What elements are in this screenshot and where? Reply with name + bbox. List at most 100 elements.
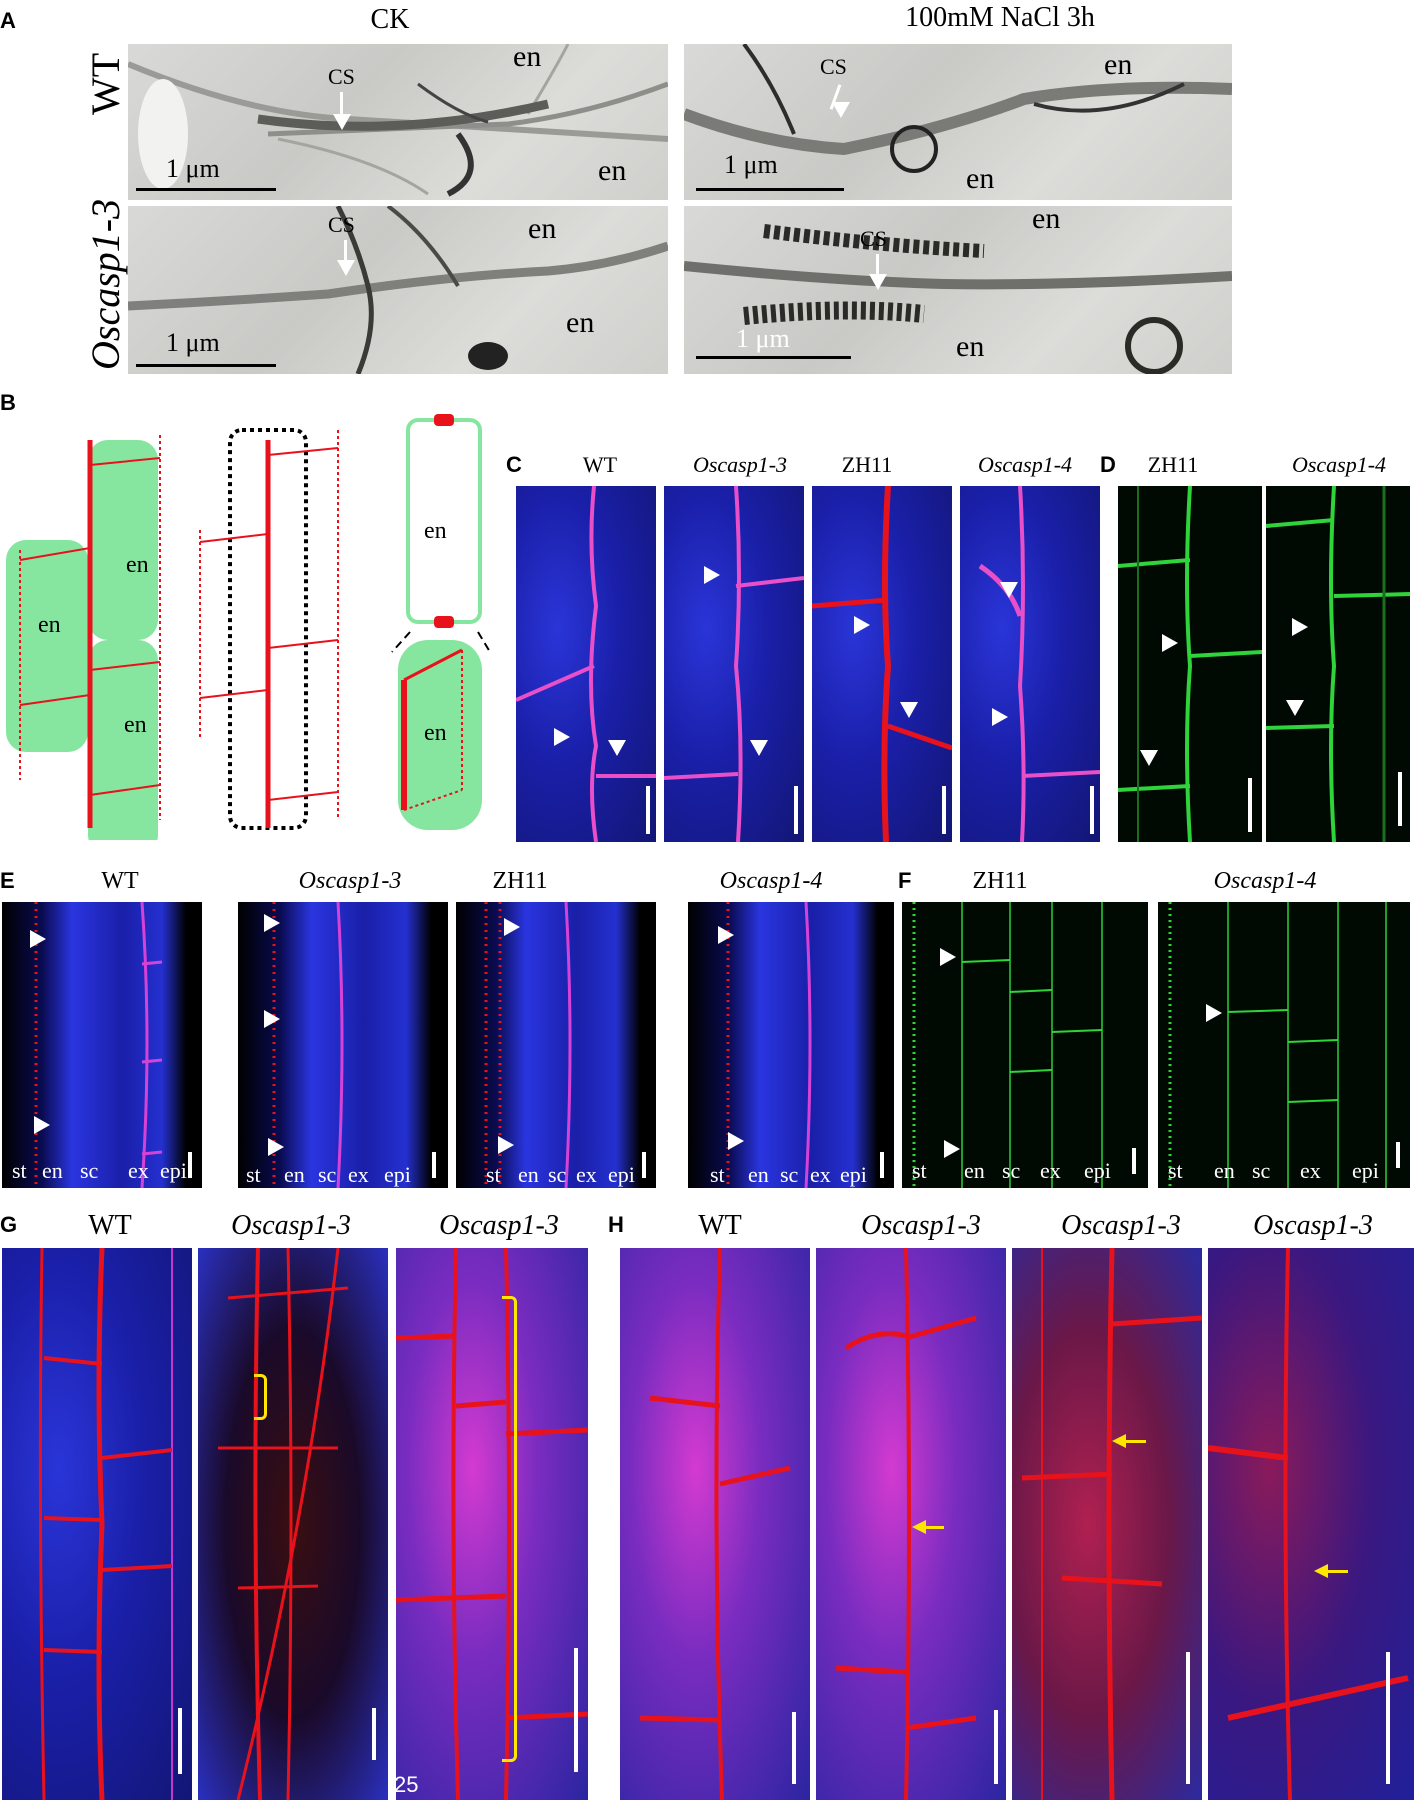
tissue-sc: sc <box>1002 1158 1021 1183</box>
cs-arrow <box>340 92 343 120</box>
tissue-st: st <box>1168 1158 1183 1183</box>
header-g-oscasp1-3: Oscasp1-3 <box>231 1210 351 1241</box>
image-g-oscasp1-3b <box>396 1248 588 1800</box>
image-c-oscasp1-4 <box>960 486 1100 842</box>
tissue-en: en <box>748 1162 769 1187</box>
image-c-oscasp1-3 <box>664 486 804 842</box>
header-h-oscasp1-3b: Oscasp1-3 <box>1061 1210 1181 1241</box>
panel-label-e: E <box>0 868 15 893</box>
panel-label-c: C <box>506 452 522 477</box>
image-e-oscasp1-4 <box>688 902 894 1188</box>
cs-arrow <box>344 240 347 264</box>
scale-bar <box>136 364 276 367</box>
en-label: en <box>566 306 595 339</box>
tissue-epi: epi <box>1084 1158 1111 1183</box>
tissue-epi: epi <box>840 1162 867 1187</box>
tissue-ex: ex <box>1040 1158 1061 1183</box>
image-f-zh11 <box>902 902 1148 1188</box>
scale-label: 1 μm <box>724 150 778 179</box>
header-e-zh11: ZH11 <box>492 868 548 894</box>
image-f-oscasp1-4 <box>1158 902 1410 1188</box>
image-g-wt <box>2 1248 192 1800</box>
scale-bar <box>136 188 276 191</box>
header-g-oscasp1-3b: Oscasp1-3 <box>439 1210 559 1241</box>
image-h-oscasp1-3 <box>816 1248 1006 1800</box>
tissue-st: st <box>710 1162 725 1187</box>
header-e-wt: WT <box>101 868 139 894</box>
tissue-st: st <box>486 1162 501 1187</box>
row-label-wt: WT <box>83 52 128 115</box>
scale-bar <box>696 188 844 191</box>
header-f-oscasp1-4: Oscasp1-4 <box>1213 868 1317 894</box>
panel-label-g: G <box>0 1212 18 1237</box>
tissue-ex: ex <box>348 1162 369 1187</box>
en-label: en <box>1104 48 1133 81</box>
cs-label: CS <box>328 212 355 237</box>
tissue-en: en <box>284 1162 305 1187</box>
image-c-wt <box>516 486 656 842</box>
tissue-ex: ex <box>576 1162 597 1187</box>
tissue-st: st <box>246 1162 261 1187</box>
tissue-epi: epi <box>608 1162 635 1187</box>
panel-label-b: B <box>0 390 16 415</box>
image-g-oscasp1-3 <box>198 1248 388 1800</box>
stray-label: 25 <box>394 1772 419 1797</box>
tissue-en: en <box>1214 1158 1235 1183</box>
header-g-wt: WT <box>88 1210 132 1241</box>
image-c-zh11 <box>812 486 952 842</box>
header-h-wt: WT <box>698 1210 742 1241</box>
en-label: en <box>1032 206 1061 235</box>
tissue-sc: sc <box>80 1158 99 1183</box>
tem-mut-ck: CS en en 1 μm <box>128 206 668 374</box>
header-e-oscasp1-3: Oscasp1-3 <box>298 868 402 894</box>
header-d-zh11: ZH11 <box>1147 452 1199 477</box>
image-d-zh11 <box>1118 486 1262 842</box>
casparian-strip-diagram <box>6 414 491 840</box>
scale-label: 1 μm <box>736 324 790 353</box>
en-label: en <box>513 44 542 73</box>
cs-arrow <box>876 254 879 278</box>
tissue-en: en <box>964 1158 985 1183</box>
tissue-st: st <box>912 1158 927 1183</box>
image-e-oscasp1-3 <box>238 902 448 1188</box>
en-label: en <box>598 154 627 187</box>
panel-label-f: F <box>898 868 912 893</box>
tissue-epi: epi <box>160 1158 187 1183</box>
header-h-oscasp1-3: Oscasp1-3 <box>861 1210 981 1241</box>
tissue-en: en <box>518 1162 539 1187</box>
tem-wt-ck: CS en en 1 μm <box>128 44 668 200</box>
image-h-wt <box>620 1248 810 1800</box>
header-ck: CK <box>370 4 410 35</box>
tissue-ex: ex <box>1300 1158 1321 1183</box>
tissue-epi: epi <box>384 1162 411 1187</box>
en-label: en <box>126 552 149 578</box>
en-label: en <box>966 162 995 195</box>
header-d-oscasp1-4: Oscasp1-4 <box>1291 452 1387 477</box>
tissue-ex: ex <box>810 1162 831 1187</box>
tissue-sc: sc <box>780 1162 799 1187</box>
header-nacl: 100mM NaCl 3h <box>905 2 1095 33</box>
tissue-st: st <box>12 1158 27 1183</box>
panel-label-d: D <box>1100 452 1116 477</box>
panel-label-a: A <box>0 8 16 33</box>
header-c-oscasp1-4: Oscasp1-4 <box>977 452 1073 477</box>
header-e-oscasp1-4: Oscasp1-4 <box>719 868 823 894</box>
en-label: en <box>424 720 447 746</box>
image-d-oscasp1-4 <box>1266 486 1410 842</box>
header-c-oscasp1-3: Oscasp1-3 <box>692 452 788 477</box>
image-e-zh11 <box>456 902 656 1188</box>
tissue-sc: sc <box>548 1162 567 1187</box>
en-label: en <box>424 518 447 544</box>
scale-label: 1 μm <box>166 154 220 183</box>
cs-label: CS <box>820 54 847 79</box>
tissue-ex: ex <box>128 1158 149 1183</box>
header-c-wt: WT <box>582 452 618 477</box>
en-label: en <box>38 612 61 638</box>
image-e-wt <box>2 902 202 1188</box>
tissue-en: en <box>42 1158 63 1183</box>
tissue-sc: sc <box>1252 1158 1271 1183</box>
en-label: en <box>124 712 147 738</box>
cs-label: CS <box>860 226 887 251</box>
scale-label: 1 μm <box>166 328 220 357</box>
panel-label-h: H <box>608 1212 624 1237</box>
